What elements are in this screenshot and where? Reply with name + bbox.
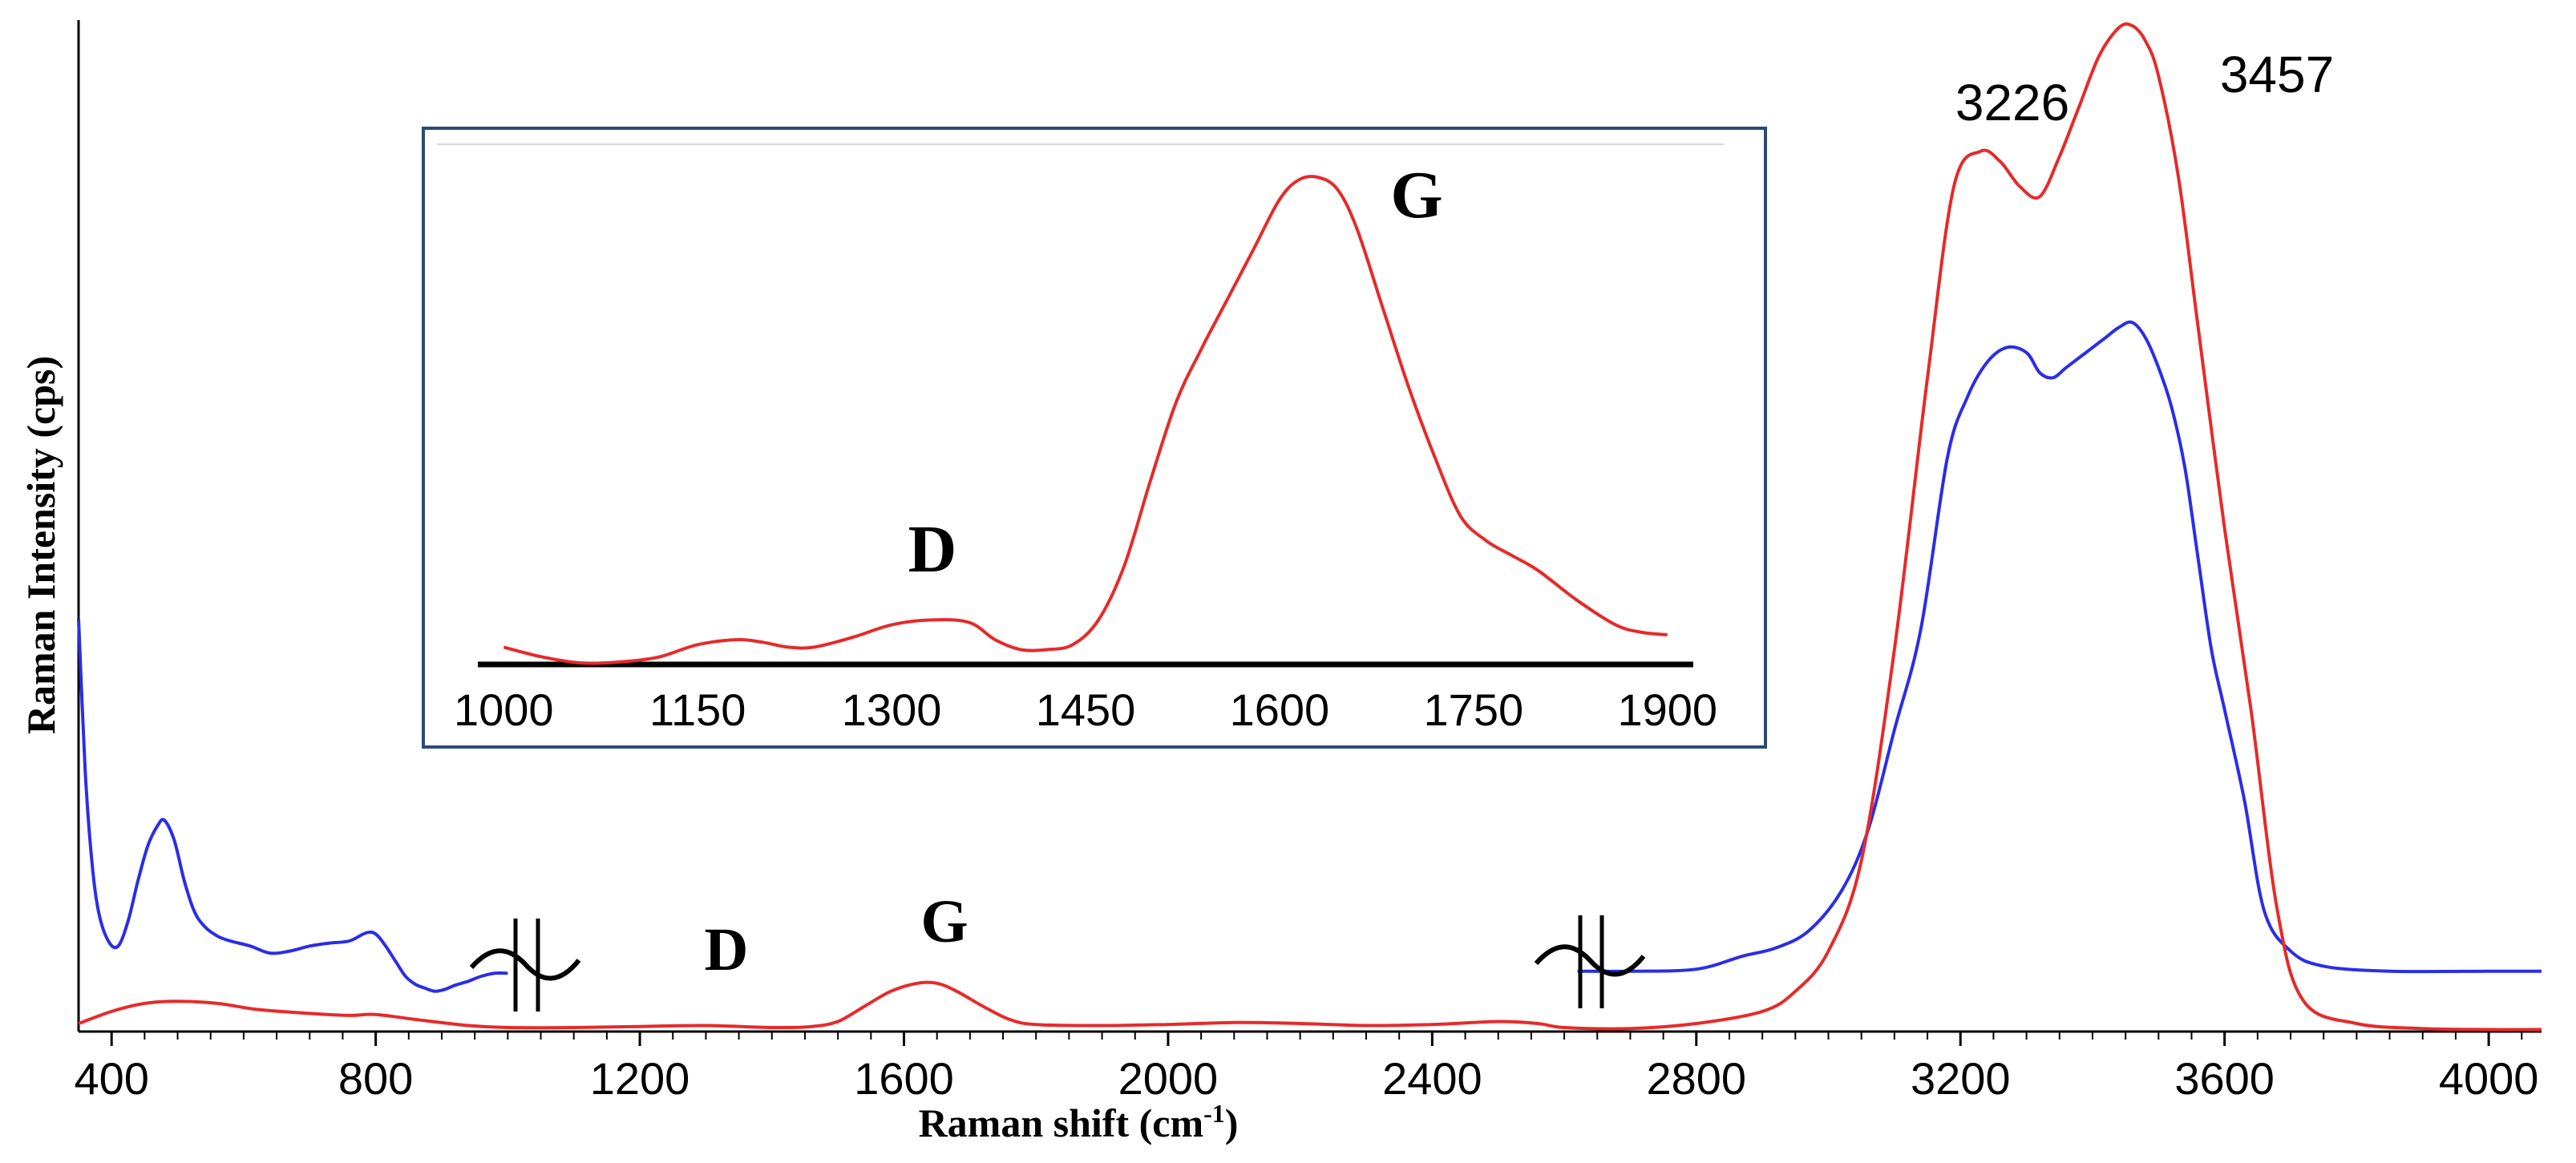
series-blue-spectrum-high: [1577, 320, 2542, 974]
x-tick-label-2800: 2800: [1647, 1053, 1747, 1104]
x-axis-title-superscript: -1: [1203, 1099, 1225, 1128]
axis-break-wave-right: [1534, 944, 1646, 977]
inset-series-red-inset: [503, 175, 1668, 665]
x-axis-title-main: Raman shift (cm: [919, 1100, 1204, 1145]
x-tick-label-3200: 3200: [1911, 1053, 2011, 1104]
inset-series-group: [503, 175, 1668, 665]
axis-break-symbol-right: [1534, 915, 1646, 1008]
main-series-group: [77, 22, 2542, 1032]
x-tick-label-4000: 4000: [2439, 1053, 2539, 1104]
band-d-label: D: [705, 916, 749, 983]
axis-break-symbol-left: [469, 919, 581, 1012]
x-tick-label-400: 400: [74, 1053, 148, 1104]
series-blue-spectrum-low: [77, 619, 508, 993]
inset-x-tick-label-1300: 1300: [842, 684, 942, 735]
band-g-label: G: [920, 888, 968, 955]
inset-band-d-label: D: [908, 512, 957, 587]
inset-x-axis-tick-labels: 1000 1150 1300 1450 1600 1750 1900: [454, 684, 1717, 735]
x-axis-ticks: [110, 1032, 2523, 1046]
x-tick-label-3600: 3600: [2174, 1053, 2275, 1104]
y-axis-title: Raman Intensity (cps): [18, 356, 63, 734]
inset-x-tick-label-1900: 1900: [1617, 684, 1717, 735]
x-tick-label-800: 800: [338, 1053, 413, 1104]
inset-x-tick-label-1000: 1000: [454, 684, 554, 735]
x-axis-title: Raman shift (cm-1): [919, 1099, 1239, 1145]
x-tick-label-2400: 2400: [1382, 1053, 1482, 1104]
x-tick-label-2000: 2000: [1118, 1053, 1219, 1104]
x-axis-tick-labels: 400 800 1200 1600 2000 2400 2800 3200 3600 4000: [74, 1053, 2538, 1104]
inset-x-tick-label-1600: 1600: [1230, 684, 1330, 735]
peak-3226-label: 3226: [1955, 74, 2069, 131]
x-tick-label-1200: 1200: [590, 1053, 690, 1104]
inset-x-tick-label-1750: 1750: [1424, 684, 1524, 735]
inset-x-tick-label-1150: 1150: [649, 684, 746, 735]
peak-3457-label: 3457: [2220, 46, 2334, 103]
axis-break-wave-left: [469, 948, 581, 981]
inset-frame: [422, 127, 1767, 749]
inset-band-g-label: G: [1390, 158, 1442, 232]
x-tick-label-1600: 1600: [854, 1053, 954, 1104]
inset-x-tick-label-1450: 1450: [1036, 684, 1136, 735]
x-axis-title-close: ): [1225, 1100, 1239, 1145]
series-red-spectrum: [78, 22, 2542, 1032]
